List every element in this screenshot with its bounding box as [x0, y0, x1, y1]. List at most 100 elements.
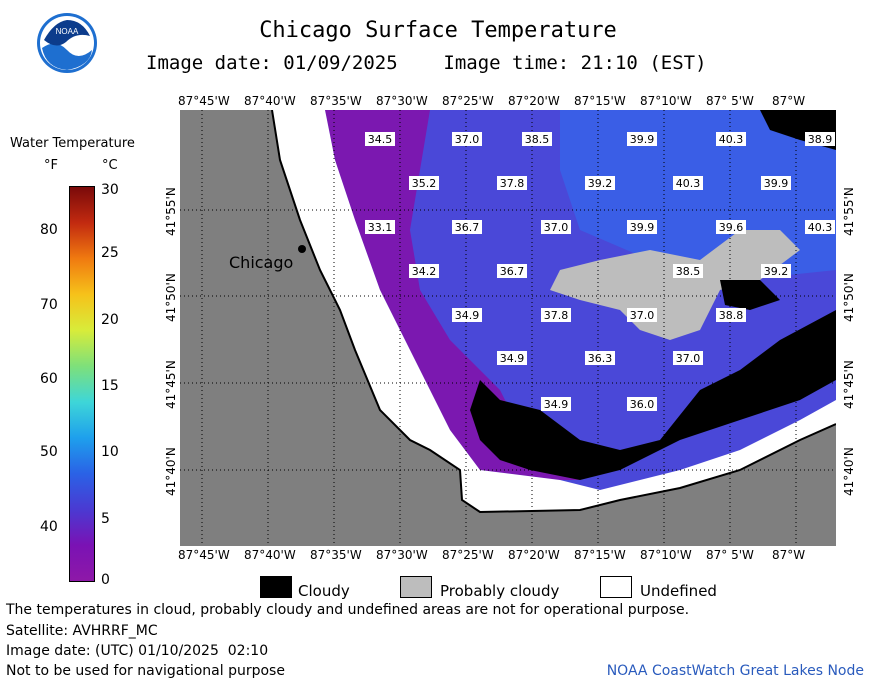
temperature-label: 34.5	[365, 132, 395, 146]
longitude-label: 87°40'W	[244, 548, 296, 562]
temperature-label: 37.0	[673, 351, 703, 365]
longitude-label: 87°20'W	[508, 94, 560, 108]
longitude-label: 87°20'W	[508, 548, 560, 562]
longitude-label: 87°35'W	[310, 548, 362, 562]
svg-text:40.3: 40.3	[719, 133, 744, 146]
longitude-label: 87°45'W	[178, 548, 230, 562]
footer-utc-date: Image date: (UTC) 01/10/2025 02:10	[6, 643, 269, 659]
temperature-label: 38.8	[716, 308, 746, 322]
colorbar-c-tick: 20	[101, 312, 119, 328]
longitude-label: 87°15'W	[574, 94, 626, 108]
legend-undefined: Undefined	[640, 582, 717, 600]
colorbar-c-tick: 15	[101, 378, 119, 394]
svg-text:40.3: 40.3	[676, 177, 701, 190]
svg-text:34.9: 34.9	[500, 352, 525, 365]
svg-text:39.9: 39.9	[630, 133, 655, 146]
longitude-label: 87° 5'W	[706, 548, 754, 562]
temperature-label: 34.9	[541, 397, 571, 411]
colorbar-c-tick: 25	[101, 245, 119, 261]
temperature-label: 39.2	[585, 176, 615, 190]
temperature-label: 37.8	[497, 176, 527, 190]
longitude-label: 87°10'W	[640, 94, 692, 108]
colorbar-c-tick: 5	[101, 511, 110, 527]
svg-text:39.2: 39.2	[588, 177, 613, 190]
probably-cloudy-area	[550, 230, 800, 340]
colorbar-f-tick: 50	[40, 444, 58, 460]
svg-text:39.9: 39.9	[764, 177, 789, 190]
footer-navigation-warning: Not to be used for navigational purpose	[6, 663, 285, 679]
svg-text:36.0: 36.0	[630, 398, 655, 411]
svg-text:38.8: 38.8	[719, 309, 744, 322]
temperature-label: 35.2	[409, 176, 439, 190]
longitude-label: 87° 5'W	[706, 94, 754, 108]
temperature-label: 40.3	[673, 176, 703, 190]
svg-text:35.2: 35.2	[412, 177, 437, 190]
svg-text:34.9: 34.9	[455, 309, 480, 322]
colorbar-f-tick: 80	[40, 222, 58, 238]
longitude-label: 87°35'W	[310, 94, 362, 108]
temperature-label: 34.2	[409, 264, 439, 278]
temperature-label: 38.5	[673, 264, 703, 278]
svg-text:34.5: 34.5	[368, 133, 393, 146]
latitude-label: 41°55'N	[842, 187, 856, 236]
temperature-label: 39.9	[627, 132, 657, 146]
colorbar-c-tick: 10	[101, 444, 119, 460]
longitude-label: 87°40'W	[244, 94, 296, 108]
temperature-label: 39.9	[627, 220, 657, 234]
temperature-map: 34.5 37.0 38.5 39.9 40.3 38.9 35.2 37.8 39.2 40.3…	[180, 110, 836, 546]
svg-text:37.8: 37.8	[500, 177, 525, 190]
svg-text:34.2: 34.2	[412, 265, 437, 278]
legend-probably-cloudy: Probably cloudy	[440, 582, 560, 600]
temperature-label: 38.5	[522, 132, 552, 146]
latitude-label: 41°50'N	[842, 273, 856, 322]
temperature-label: 33.1	[365, 220, 395, 234]
temperature-label: 37.8	[541, 308, 571, 322]
legend-cloudy: Cloudy	[298, 582, 350, 600]
svg-text:36.7: 36.7	[455, 221, 480, 234]
colorbar-f-tick: 70	[40, 297, 58, 313]
svg-text:33.1: 33.1	[368, 221, 393, 234]
undefined-area	[272, 110, 836, 512]
temperature-label: 37.0	[627, 308, 657, 322]
shoreline	[271, 110, 836, 514]
colorbar-title: Water Temperature	[10, 136, 135, 151]
temperature-label: 40.3	[716, 132, 746, 146]
footer-disclaimer: The temperatures in cloud, probably clou…	[6, 602, 690, 618]
temperature-label: 36.0	[627, 397, 657, 411]
swatch-probably-cloudy	[400, 576, 432, 598]
temperature-colorbar	[69, 186, 95, 582]
longitude-label: 87°25'W	[442, 548, 494, 562]
svg-text:34.9: 34.9	[544, 398, 569, 411]
temperature-label: 36.7	[497, 264, 527, 278]
latitude-label: 41°40'N	[164, 447, 178, 496]
longitude-label: 87°25'W	[442, 94, 494, 108]
svg-text:39.6: 39.6	[719, 221, 744, 234]
svg-text:37.0: 37.0	[630, 309, 655, 322]
latitude-label: 41°40'N	[842, 447, 856, 496]
latitude-label: 41°45'N	[842, 360, 856, 409]
svg-text:36.3: 36.3	[588, 352, 613, 365]
svg-text:38.5: 38.5	[525, 133, 550, 146]
unit-celsius: °C	[102, 158, 118, 173]
city-label-chicago: Chicago	[229, 253, 294, 272]
longitude-label: 87°15'W	[574, 548, 626, 562]
footer-satellite: Satellite: AVHRRF_MC	[6, 623, 158, 639]
colorbar-f-tick: 60	[40, 371, 58, 387]
colorbar-c-tick: 0	[101, 572, 110, 588]
land	[180, 110, 836, 546]
svg-text:39.9: 39.9	[630, 221, 655, 234]
svg-text:37.0: 37.0	[544, 221, 569, 234]
longitude-label: 87°30'W	[376, 94, 428, 108]
chicago-marker	[298, 245, 306, 253]
longitude-label: 87°30'W	[376, 548, 428, 562]
noaa-logo: NOAA	[37, 13, 97, 73]
temperature-label: 37.0	[452, 132, 482, 146]
colorbar-f-tick: 40	[40, 519, 58, 535]
noaa-credit-link[interactable]: NOAA CoastWatch Great Lakes Node	[606, 663, 864, 679]
temperature-label: 34.9	[452, 308, 482, 322]
longitude-label: 87°W	[772, 94, 806, 108]
svg-text:36.7: 36.7	[500, 265, 525, 278]
temperature-label: 36.7	[452, 220, 482, 234]
svg-text:38.9: 38.9	[808, 133, 833, 146]
unit-fahrenheit: °F	[44, 158, 58, 173]
